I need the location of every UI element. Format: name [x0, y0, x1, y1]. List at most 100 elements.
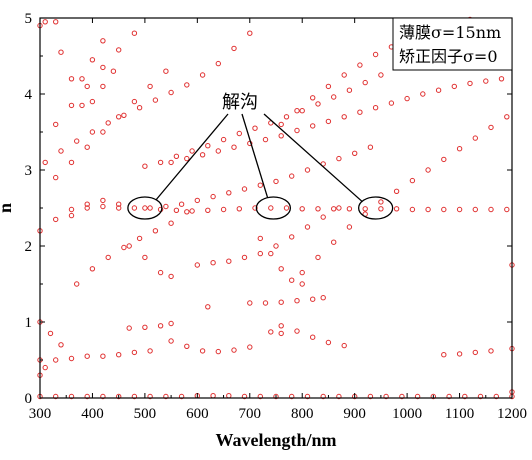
data-point: [231, 144, 237, 150]
data-point: [241, 393, 248, 400]
data-point: [441, 352, 447, 358]
data-point: [310, 334, 316, 340]
data-point: [89, 266, 96, 272]
data-point: [199, 72, 206, 78]
annotation-label: 解沟: [222, 92, 258, 113]
y-tick-label: 0: [25, 391, 33, 407]
data-point: [341, 72, 347, 78]
data-point: [100, 83, 106, 90]
data-point: [163, 203, 169, 210]
data-point: [74, 281, 80, 287]
data-point: [472, 349, 478, 356]
data-point: [456, 206, 463, 213]
data-point: [131, 393, 138, 400]
data-point: [315, 101, 321, 107]
data-point: [273, 243, 279, 249]
data-point: [68, 355, 75, 362]
data-point: [220, 136, 227, 143]
x-tick-label: 1200: [497, 406, 527, 422]
x-tick-label: 1100: [445, 406, 474, 422]
x-tick-label: 300: [29, 406, 52, 422]
data-point: [362, 206, 368, 212]
data-point: [131, 98, 138, 105]
annotation: 解沟: [127, 92, 394, 220]
data-point: [268, 329, 274, 335]
data-point: [236, 206, 243, 212]
y-tick-label: 5: [25, 11, 33, 27]
data-point: [383, 393, 389, 400]
data-point: [110, 68, 117, 74]
data-point: [199, 348, 206, 354]
data-point: [289, 173, 295, 179]
data-point: [472, 135, 478, 141]
data-point: [467, 80, 473, 87]
x-tick-label: 1000: [392, 406, 422, 422]
data-point: [168, 320, 174, 327]
data-point: [147, 348, 153, 354]
data-point: [84, 393, 90, 400]
data-point: [79, 102, 85, 109]
data-point: [341, 114, 347, 120]
data-point: [220, 206, 227, 213]
plot-frame: [39, 17, 513, 399]
data-point: [163, 393, 169, 400]
data-point: [493, 393, 499, 400]
data-point: [241, 254, 248, 261]
data-point: [393, 206, 400, 212]
data-point: [325, 83, 332, 90]
data-point: [147, 205, 153, 211]
x-tick-label: 700: [239, 406, 262, 422]
data-point: [435, 87, 442, 93]
data-point: [100, 64, 106, 71]
data-point: [257, 393, 263, 400]
data-point: [121, 244, 127, 251]
legend-line-1: 薄膜σ=15nm: [399, 23, 501, 42]
data-point: [210, 193, 216, 200]
data-point: [247, 344, 253, 350]
data-point: [273, 178, 279, 185]
data-point: [152, 228, 159, 234]
data-point: [289, 277, 295, 283]
data-point: [142, 205, 148, 211]
data-point: [173, 207, 180, 214]
data-point: [157, 323, 164, 329]
data-point: [53, 174, 59, 181]
data-point: [283, 114, 290, 120]
data-point: [257, 182, 263, 188]
data-point: [310, 296, 316, 302]
data-point: [399, 393, 405, 400]
data-points: [37, 16, 515, 400]
data-point: [116, 114, 122, 120]
data-point: [278, 121, 284, 128]
data-point: [498, 76, 505, 82]
data-point: [320, 393, 326, 400]
data-point: [194, 197, 201, 204]
data-point: [58, 148, 64, 154]
data-point: [168, 159, 174, 166]
data-point: [136, 235, 143, 242]
data-point: [231, 45, 237, 52]
data-point: [68, 102, 75, 109]
data-point: [310, 123, 316, 129]
data-point: [483, 78, 489, 84]
y-tick-label: 1: [25, 315, 33, 331]
data-point: [304, 167, 311, 173]
data-point: [336, 393, 342, 400]
data-point: [346, 206, 353, 212]
data-point: [268, 250, 274, 257]
data-point: [304, 224, 311, 230]
data-point: [136, 105, 143, 111]
data-point: [184, 343, 190, 349]
data-point: [294, 328, 300, 334]
data-point: [341, 342, 347, 349]
data-point: [268, 205, 274, 211]
data-point: [378, 199, 384, 205]
data-point: [252, 205, 258, 211]
data-point: [247, 30, 253, 36]
data-point: [325, 339, 332, 346]
data-point: [352, 150, 358, 157]
data-point: [304, 393, 311, 400]
data-point: [315, 206, 321, 212]
data-point: [378, 206, 384, 212]
data-point: [388, 100, 395, 106]
